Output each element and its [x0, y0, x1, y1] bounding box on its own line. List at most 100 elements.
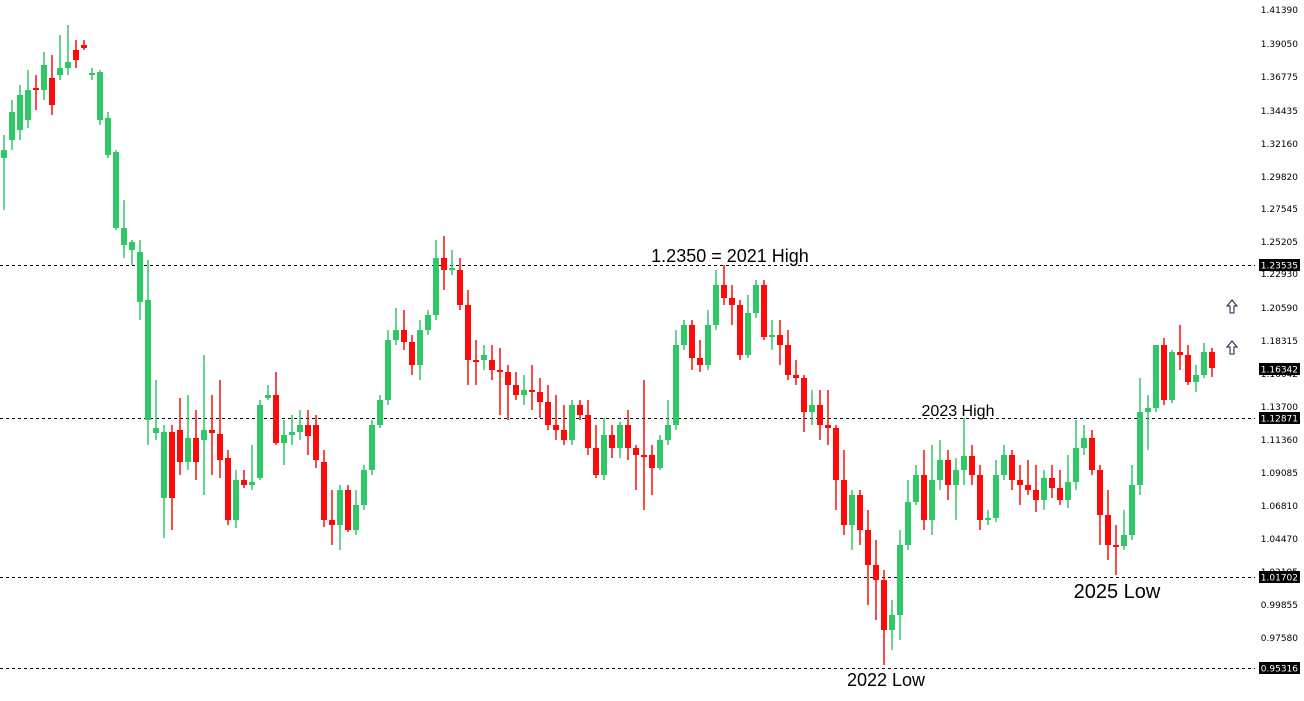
candle: [1145, 395, 1151, 450]
candle: [1153, 345, 1159, 412]
y-tick-label: 1.13700: [1261, 403, 1298, 413]
candle: [609, 425, 615, 458]
candle: [297, 410, 303, 440]
candle: [1081, 425, 1087, 455]
candle: [1009, 450, 1015, 490]
candle: [377, 395, 383, 428]
candle: [529, 365, 535, 410]
candle: [457, 258, 463, 310]
candle: [569, 400, 575, 445]
candle: [1137, 378, 1143, 495]
candle: [1089, 430, 1095, 475]
candle: [1113, 525, 1119, 575]
candle: [1161, 338, 1167, 405]
candle: [185, 395, 191, 470]
candle: [993, 460, 999, 522]
candle: [289, 415, 295, 445]
candle: [1041, 470, 1047, 510]
price-label-box: [1259, 571, 1300, 583]
candle: [137, 240, 143, 320]
candle: [65, 25, 71, 75]
candle: [769, 320, 775, 350]
candle: [1065, 455, 1071, 508]
candle: [337, 485, 343, 550]
y-tick-label: 1.09085: [1261, 469, 1298, 479]
candle: [657, 435, 663, 470]
candle: [1057, 470, 1063, 505]
candle: [177, 398, 183, 475]
y-tick-label: 1.41390: [1261, 6, 1298, 16]
candle: [817, 390, 823, 440]
candle: [273, 372, 279, 445]
candle: [409, 335, 415, 375]
candle: [593, 425, 599, 478]
candle: [601, 418, 607, 480]
candle: [145, 260, 151, 445]
candle: [505, 365, 511, 420]
arrow-markers: [1225, 299, 1239, 355]
level-annotation: 2022 Low: [847, 670, 926, 690]
candle: [1017, 465, 1023, 505]
candle: [889, 600, 895, 650]
candle: [969, 445, 975, 485]
candle: [1129, 465, 1135, 540]
candle: [497, 348, 503, 415]
candle: [1169, 350, 1175, 403]
y-tick-label: 1.39050: [1261, 40, 1298, 50]
candle: [169, 425, 175, 530]
candle: [1049, 465, 1055, 498]
price-label: 1.23535: [1261, 262, 1298, 272]
candle: [73, 40, 79, 68]
y-tick-label: 0.97580: [1261, 634, 1298, 644]
candle: [193, 410, 199, 480]
price-label-box: [1259, 412, 1300, 424]
candle: [1105, 490, 1111, 560]
candle: [1033, 465, 1039, 512]
candle: [17, 85, 23, 140]
level-annotation: 2023 High: [922, 403, 995, 420]
horizontal-levels: [0, 265, 1255, 669]
candle: [41, 52, 47, 100]
candle: [225, 450, 231, 525]
price-axis: 1.41390 1.39050 1.36775 1.34435 1.32160 1.298…: [1259, 6, 1300, 675]
candle: [1073, 420, 1079, 490]
candle: [841, 450, 847, 535]
candle: [1097, 465, 1103, 545]
candle: [873, 540, 879, 620]
price-label-box: [1259, 363, 1300, 375]
candle: [913, 465, 919, 505]
candle: [1, 135, 7, 210]
candle: [465, 290, 471, 385]
candle: [321, 450, 327, 527]
candle: [1209, 348, 1215, 377]
candle: [1201, 343, 1207, 378]
y-tick-label: 1.11360: [1261, 436, 1298, 446]
up-arrow-icon: [1225, 299, 1239, 314]
price-label: 1.12871: [1261, 415, 1298, 425]
candle: [401, 310, 407, 350]
candle: [25, 70, 31, 128]
y-tick-label: 1.04470: [1261, 535, 1298, 545]
candle: [561, 405, 567, 445]
candle: [353, 490, 359, 535]
candle: [161, 425, 167, 538]
annotations: 1.2350 = 2021 High 2023 High 2025 Low 2022 …: [651, 246, 1161, 690]
candle: [777, 320, 783, 365]
candle: [641, 380, 647, 510]
candle: [201, 355, 207, 495]
y-tick-label: 1.27545: [1261, 205, 1298, 215]
candle: [313, 415, 319, 468]
candle: [865, 510, 871, 605]
candle: [921, 450, 927, 530]
candle: [417, 320, 423, 380]
y-tick-label: 1.18315: [1261, 337, 1298, 347]
candle: [433, 240, 439, 320]
candle: [393, 308, 399, 345]
candle: [1121, 510, 1127, 550]
candle: [473, 340, 479, 385]
candle: [513, 372, 519, 400]
candle: [33, 75, 39, 110]
candle: [689, 320, 695, 370]
candle: [121, 200, 127, 258]
